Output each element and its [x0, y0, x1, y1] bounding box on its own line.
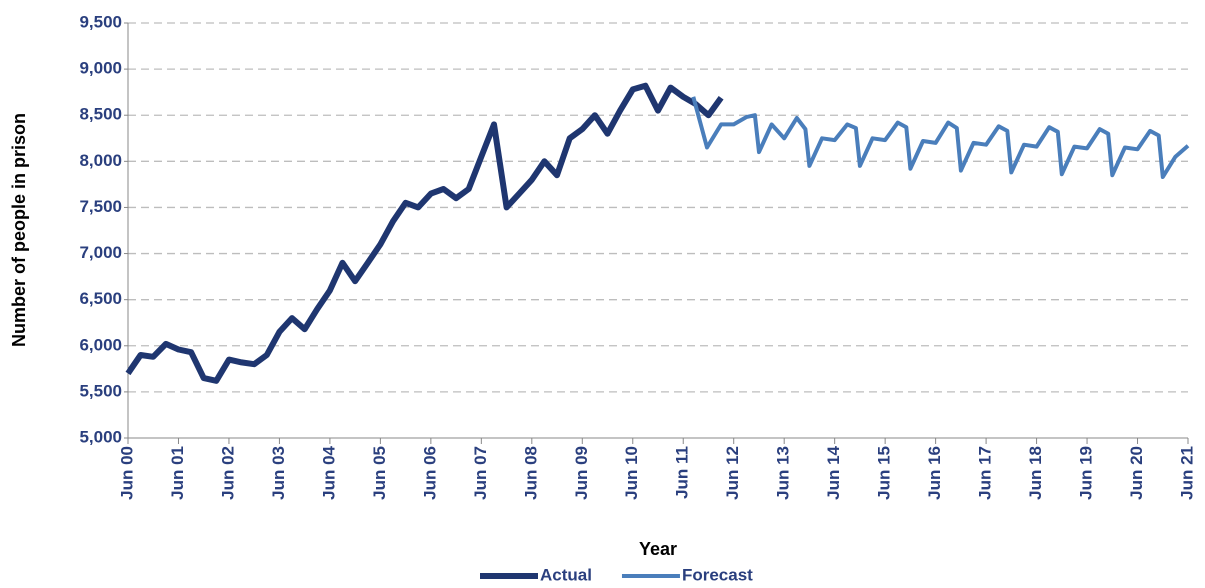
y-tick-label: 7,000 — [79, 243, 122, 262]
x-tick-label: Jun 19 — [1077, 446, 1096, 500]
x-axis-label: Year — [639, 539, 677, 559]
x-tick-label: Jun 01 — [168, 446, 187, 500]
y-tick-label: 9,500 — [79, 12, 122, 31]
x-tick-label: Jun 13 — [774, 446, 793, 500]
y-tick-label: 5,000 — [79, 427, 122, 446]
x-tick-label: Jun 05 — [370, 446, 389, 500]
legend-label: Actual — [540, 565, 592, 584]
x-tick-label: Jun 16 — [925, 446, 944, 500]
x-tick-label: Jun 07 — [471, 446, 490, 500]
series-line — [691, 96, 1190, 179]
x-tick-label: Jun 06 — [420, 446, 439, 500]
x-tick-label: Jun 09 — [572, 446, 591, 500]
x-tick-label: Jun 08 — [521, 446, 540, 500]
x-tick-label: Jun 02 — [218, 446, 237, 500]
y-tick-label: 8,500 — [79, 105, 122, 124]
x-tick-label: Jun 12 — [723, 446, 742, 500]
x-tick-label: Jun 00 — [117, 446, 136, 500]
x-tick-label: Jun 20 — [1127, 446, 1146, 500]
x-tick-label: Jun 18 — [1026, 446, 1045, 500]
x-tick-label: Jun 21 — [1177, 446, 1196, 500]
x-tick-label: Jun 10 — [622, 446, 641, 500]
y-tick-label: 8,000 — [79, 151, 122, 170]
legend-label: Forecast — [682, 565, 753, 584]
y-tick-label: 7,500 — [79, 197, 122, 216]
y-tick-label: 6,500 — [79, 289, 122, 308]
x-tick-label: Jun 11 — [673, 446, 692, 499]
x-tick-label: Jun 03 — [269, 446, 288, 500]
y-tick-label: 5,500 — [79, 381, 122, 400]
y-tick-label: 6,000 — [79, 335, 122, 354]
series-line — [125, 82, 724, 384]
x-tick-label: Jun 04 — [319, 445, 338, 499]
x-tick-label: Jun 14 — [824, 445, 843, 499]
y-axis-label: Number of people in prison — [9, 113, 29, 347]
y-tick-label: 9,000 — [79, 59, 122, 78]
x-tick-label: Jun 15 — [875, 446, 894, 500]
x-tick-label: Jun 17 — [976, 446, 995, 500]
